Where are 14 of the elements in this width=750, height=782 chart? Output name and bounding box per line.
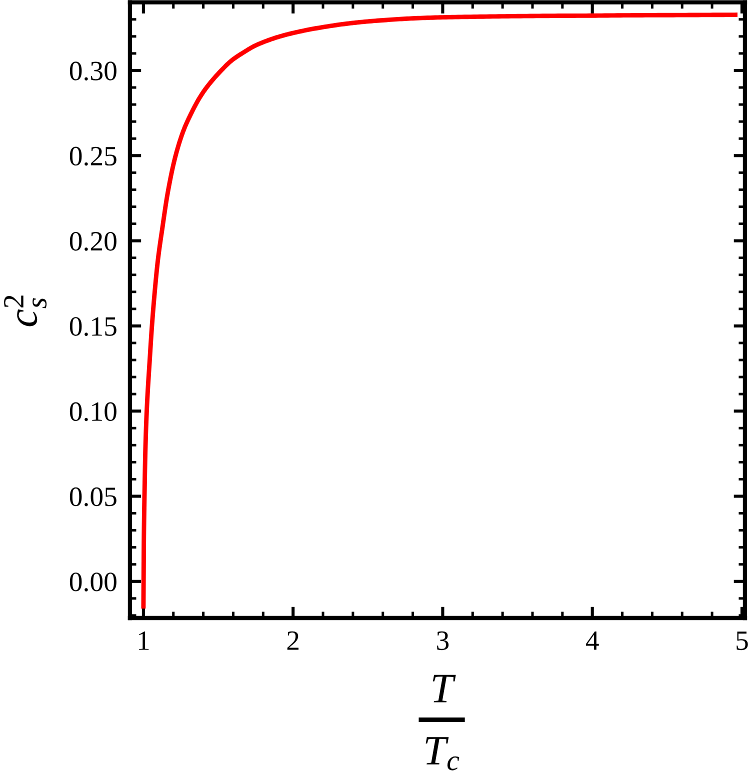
x-tick-label: 1 xyxy=(138,631,149,650)
y-axis-title: c$^{2}$$_{s}$ xyxy=(4,296,47,326)
y-tick-label: 0.30 xyxy=(70,62,116,80)
y-tick-label: 0.05 xyxy=(70,487,116,506)
y-tick-label: 0.20 xyxy=(70,232,116,251)
x-tick-label: 5 xyxy=(736,632,748,650)
x-tick-label: 2 xyxy=(287,631,298,650)
x-tick-label: 3 xyxy=(437,631,449,650)
y-tick-label: 0.00 xyxy=(70,572,116,592)
x-tick-label: 4 xyxy=(586,632,599,650)
x-axis-title: T T$_{c}$ xyxy=(426,674,460,770)
y-tick-label: 0.10 xyxy=(70,402,116,422)
y-tick-label: 0.15 xyxy=(70,317,116,336)
y-tick-label: 0.25 xyxy=(70,146,116,166)
